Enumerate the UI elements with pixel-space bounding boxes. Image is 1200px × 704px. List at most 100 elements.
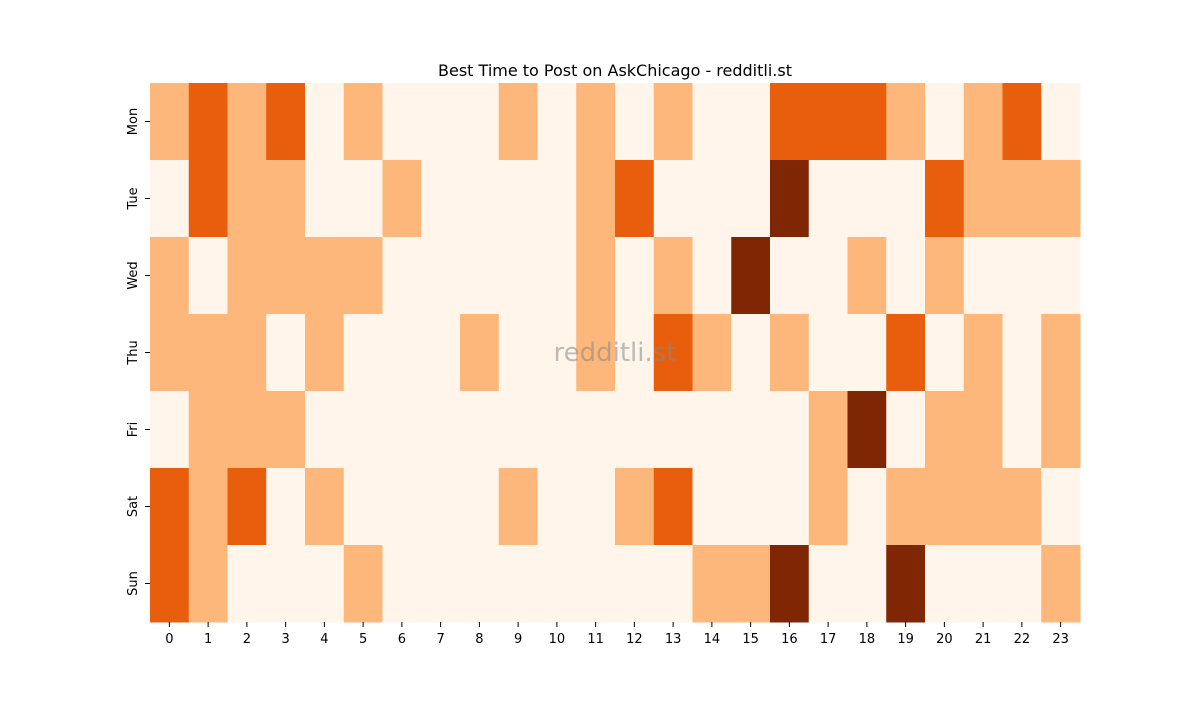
heatmap-cell-fri-21 — [963, 391, 1003, 469]
x-tick-label: 12 — [626, 632, 643, 647]
heatmap-cell-sat-10 — [537, 468, 577, 546]
x-tick-label: 11 — [587, 632, 604, 647]
heatmap-cell-mon-19 — [886, 83, 926, 161]
y-tick-label: Sat — [126, 496, 141, 517]
heatmap-cell-mon-11 — [576, 83, 616, 161]
heatmap-cell-thu-2 — [227, 314, 267, 392]
heatmap-cell-mon-14 — [692, 83, 732, 161]
x-tick-label: 23 — [1052, 632, 1069, 647]
heatmap-cell-sat-21 — [963, 468, 1003, 546]
x-tick-label: 20 — [936, 632, 953, 647]
heatmap-cell-thu-10 — [537, 314, 577, 392]
heatmap-cell-mon-4 — [305, 83, 345, 161]
heatmap-cell-fri-17 — [808, 391, 848, 469]
heatmap-cell-thu-22 — [1002, 314, 1042, 392]
heatmap-cell-sat-19 — [886, 468, 926, 546]
heatmap-cell-thu-18 — [847, 314, 887, 392]
heatmap-cell-sat-2 — [227, 468, 267, 546]
x-axis-ticks: 0 1 2 3 4 5 6 7 8 9 10 11 12 13 14 15 16 17 18 19 20 21 22 23 — [165, 622, 1069, 647]
heatmap-cell-sun-1 — [188, 545, 228, 623]
heatmap-cell-sat-6 — [382, 468, 422, 546]
heatmap-cell-thu-23 — [1041, 314, 1081, 392]
heatmap-cell-fri-6 — [382, 391, 422, 469]
heatmap-cell-tue-22 — [1002, 160, 1042, 238]
y-tick-label: Sun — [126, 571, 141, 596]
heatmap-cell-wed-16 — [770, 237, 810, 315]
heatmap-cell-tue-19 — [886, 160, 926, 238]
heatmap-cell-fri-7 — [421, 391, 461, 469]
heatmap-cell-mon-15 — [731, 83, 771, 161]
x-tick-label: 22 — [1014, 632, 1031, 647]
heatmap-cell-sun-20 — [925, 545, 965, 623]
heatmap-cell-sun-17 — [808, 545, 848, 623]
heatmap-cell-thu-17 — [808, 314, 848, 392]
heatmap-cell-tue-2 — [227, 160, 267, 238]
heatmap-cell-fri-2 — [227, 391, 267, 469]
heatmap-cell-tue-10 — [537, 160, 577, 238]
heatmap-cell-mon-7 — [421, 83, 461, 161]
heatmap-cell-wed-14 — [692, 237, 732, 315]
heatmap-cell-tue-7 — [421, 160, 461, 238]
heatmap-cell-wed-23 — [1041, 237, 1081, 315]
heatmap-cell-fri-9 — [498, 391, 538, 469]
heatmap-cell-tue-0 — [150, 160, 190, 238]
heatmap-cell-fri-23 — [1041, 391, 1081, 469]
heatmap-cell-sat-5 — [343, 468, 383, 546]
heatmap-cell-wed-8 — [460, 237, 500, 315]
heatmap-cell-sat-9 — [498, 468, 538, 546]
watermark-text: redditli.st — [554, 338, 677, 368]
x-tick-label: 14 — [704, 632, 721, 647]
heatmap-cell-mon-6 — [382, 83, 422, 161]
x-tick-label: 9 — [514, 632, 522, 647]
heatmap-cell-sun-7 — [421, 545, 461, 623]
y-axis-ticks: Mon Tue Wed Thu Fri Sat Sun — [126, 108, 150, 596]
heatmap-cell-thu-6 — [382, 314, 422, 392]
heatmap-cell-fri-12 — [615, 391, 655, 469]
heatmap-cell-mon-5 — [343, 83, 383, 161]
heatmap-cell-fri-15 — [731, 391, 771, 469]
heatmap-cell-fri-4 — [305, 391, 345, 469]
heatmap-cell-mon-22 — [1002, 83, 1042, 161]
x-tick-label: 6 — [398, 632, 406, 647]
heatmap-cell-tue-17 — [808, 160, 848, 238]
heatmap-cell-tue-13 — [653, 160, 693, 238]
heatmap-cell-sat-3 — [266, 468, 306, 546]
heatmap-cell-tue-6 — [382, 160, 422, 238]
heatmap-cell-mon-2 — [227, 83, 267, 161]
heatmap-cell-fri-8 — [460, 391, 500, 469]
heatmap-cell-wed-0 — [150, 237, 190, 315]
heatmap-cell-thu-12 — [615, 314, 655, 392]
x-tick-label: 5 — [359, 632, 367, 647]
heatmap-cell-mon-10 — [537, 83, 577, 161]
heatmap-cell-fri-19 — [886, 391, 926, 469]
heatmap-cell-sat-12 — [615, 468, 655, 546]
heatmap-cell-fri-10 — [537, 391, 577, 469]
heatmap-cell-sat-17 — [808, 468, 848, 546]
heatmap-cell-mon-17 — [808, 83, 848, 161]
heatmap-cell-tue-12 — [615, 160, 655, 238]
heatmap-cell-sun-8 — [460, 545, 500, 623]
heatmap-cell-wed-17 — [808, 237, 848, 315]
heatmap-cell-sat-18 — [847, 468, 887, 546]
heatmap-cell-tue-23 — [1041, 160, 1081, 238]
heatmap-cell-mon-0 — [150, 83, 190, 161]
heatmap-cell-fri-22 — [1002, 391, 1042, 469]
heatmap-cell-tue-21 — [963, 160, 1003, 238]
x-tick-label: 7 — [436, 632, 444, 647]
heatmap-cell-tue-4 — [305, 160, 345, 238]
heatmap-cell-wed-15 — [731, 237, 771, 315]
heatmap-cell-fri-1 — [188, 391, 228, 469]
chart-title: Best Time to Post on AskChicago - reddit… — [438, 61, 792, 80]
x-tick-label: 17 — [820, 632, 837, 647]
heatmap-cell-sun-0 — [150, 545, 190, 623]
heatmap-cell-wed-5 — [343, 237, 383, 315]
heatmap-cell-sat-7 — [421, 468, 461, 546]
heatmap-cell-tue-9 — [498, 160, 538, 238]
heatmap-cell-sat-23 — [1041, 468, 1081, 546]
heatmap-cell-sat-8 — [460, 468, 500, 546]
heatmap-cell-fri-16 — [770, 391, 810, 469]
heatmap-cell-wed-4 — [305, 237, 345, 315]
heatmap-cell-mon-9 — [498, 83, 538, 161]
heatmap-cell-wed-2 — [227, 237, 267, 315]
x-tick-label: 10 — [549, 632, 566, 647]
